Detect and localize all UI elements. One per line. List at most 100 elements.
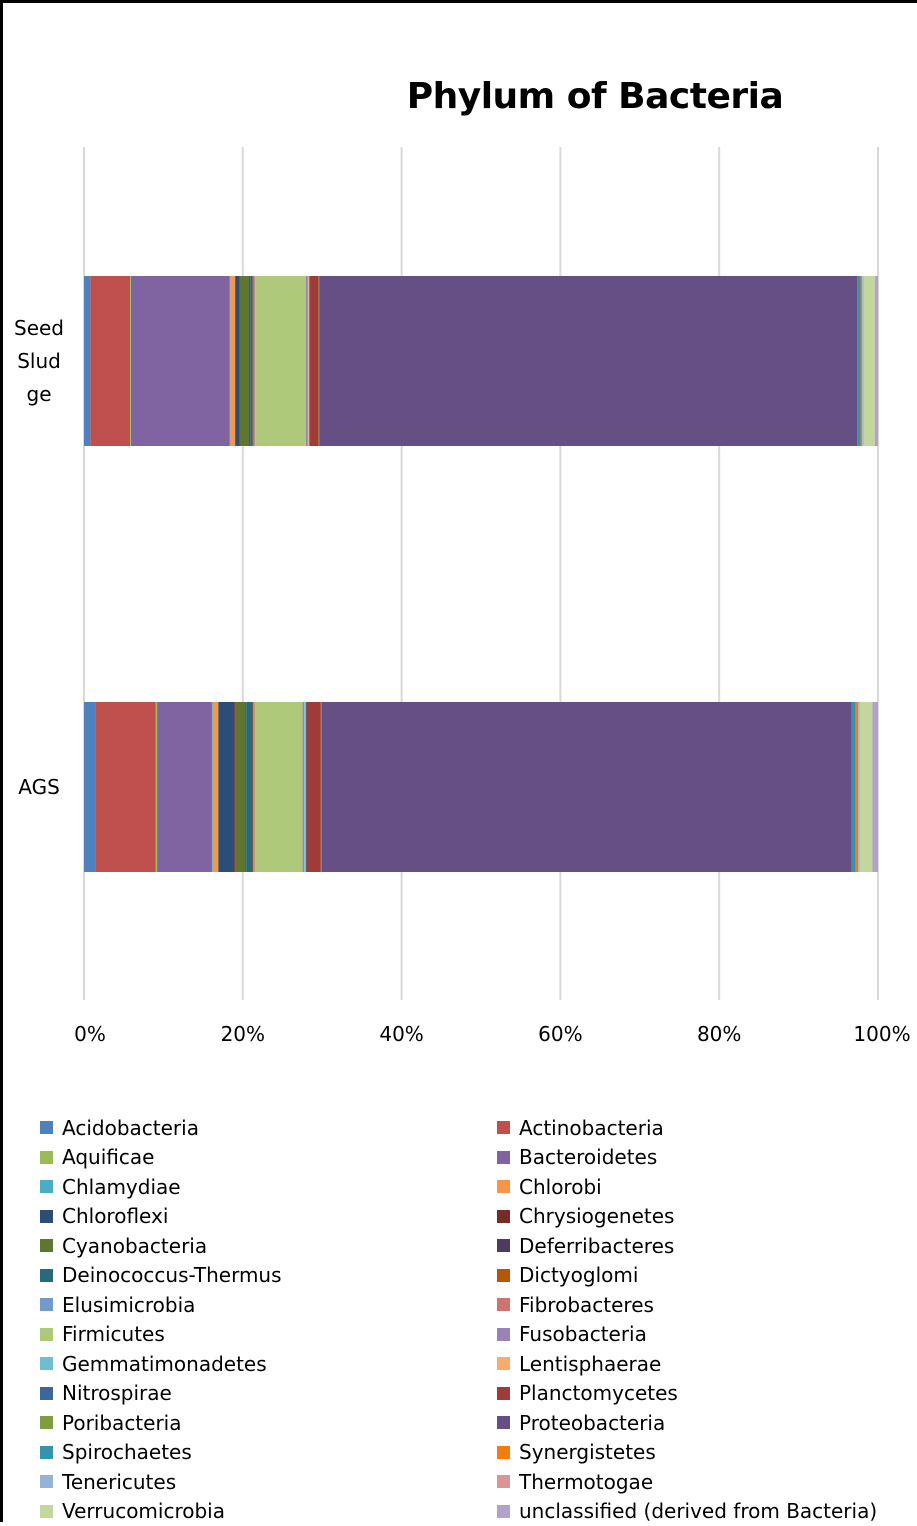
bar-ags-spirochaetes bbox=[851, 702, 856, 872]
bar-seed-sludge-synergistetes bbox=[860, 276, 863, 446]
legend-item: Nitrospirae bbox=[40, 1379, 172, 1408]
legend-label: Gemmatimonadetes bbox=[62, 1351, 267, 1376]
bar-seed-sludge-proteobacteria bbox=[319, 276, 858, 446]
legend-item: Fusobacteria bbox=[497, 1320, 647, 1349]
legend-item: Dictyoglomi bbox=[497, 1261, 638, 1290]
legend-swatch bbox=[40, 1327, 53, 1341]
bar-seed-sludge-gemmatimonadetes bbox=[307, 276, 309, 446]
legend-label: Bacteroidetes bbox=[519, 1145, 658, 1169]
x-tick-label: 20% bbox=[220, 1022, 266, 1046]
x-tick-label: 80% bbox=[696, 1022, 742, 1046]
bar-seed-sludge-fibrobacteres bbox=[254, 276, 256, 446]
bar-ags-elusimicrobia bbox=[253, 702, 255, 872]
legend-swatch bbox=[497, 1209, 510, 1223]
legend-item: Acidobacteria bbox=[40, 1113, 199, 1142]
bar-ags-aquificae bbox=[155, 702, 158, 872]
bar-seed-sludge-deinococcus-thermus bbox=[250, 276, 253, 446]
bar-seed-sludge-chrysiogenetes bbox=[239, 276, 240, 446]
plot-area bbox=[83, 147, 879, 1000]
legend-item: Chlorobi bbox=[497, 1172, 602, 1201]
bar-ags-gemmatimonadetes bbox=[304, 702, 305, 872]
legend-label: Chrysiogenetes bbox=[519, 1204, 675, 1228]
legend-label: Actinobacteria bbox=[519, 1115, 664, 1140]
legend-swatch bbox=[40, 1416, 53, 1429]
legend-item: Proteobacteria bbox=[497, 1408, 665, 1437]
bar-seed-sludge-actinobacteria bbox=[90, 276, 131, 446]
bar-ags-fusobacteria bbox=[302, 702, 305, 872]
bar-ags-proteobacteria bbox=[321, 702, 852, 872]
bar-seed-sludge-chloroflexi bbox=[235, 276, 240, 446]
bar-seed-sludge-fusobacteria bbox=[305, 276, 308, 446]
legend-swatch bbox=[40, 1239, 53, 1252]
legend-swatch bbox=[497, 1416, 510, 1429]
legend-item: Tenericutes bbox=[40, 1467, 176, 1496]
legend-label: Chloroflexi bbox=[62, 1204, 169, 1228]
legend-swatch bbox=[40, 1504, 53, 1518]
bar-ags-bacteroidetes bbox=[157, 702, 212, 872]
bar-ags-actinobacteria bbox=[95, 702, 156, 872]
bar-ags-lentisphaerae bbox=[304, 702, 306, 872]
bar-ags-tenericutes bbox=[858, 702, 859, 872]
legend-label: Firmicutes bbox=[62, 1322, 165, 1346]
bar-ags-fibrobacteres bbox=[254, 702, 255, 872]
bar-seed-sludge-spirochaetes bbox=[857, 276, 861, 446]
bar-seed-sludge-verrucomicrobia bbox=[863, 276, 875, 446]
bar-ags-firmicutes bbox=[254, 702, 303, 872]
legend-label: Aquificae bbox=[62, 1145, 155, 1169]
legend-label: unclassified (derived from Bacteria) bbox=[519, 1499, 878, 1523]
gridlines bbox=[83, 147, 879, 1000]
bar-seed-sludge-cyanobacteria bbox=[239, 276, 250, 446]
bar-ags-dictyoglomi bbox=[252, 702, 254, 872]
legend-item: Thermotogae bbox=[497, 1467, 653, 1496]
legend-item: Elusimicrobia bbox=[40, 1290, 195, 1319]
legend-swatch bbox=[497, 1298, 510, 1311]
legend-item: unclassified (derived from Bacteria) bbox=[497, 1497, 877, 1526]
legend-item: Verrucomicrobia bbox=[40, 1497, 225, 1526]
bar-ags-thermotogae bbox=[858, 702, 860, 872]
legend-label: Thermotogae bbox=[519, 1469, 654, 1494]
legend-label: Acidobacteria bbox=[62, 1115, 199, 1140]
legend-label: Proteobacteria bbox=[519, 1410, 666, 1435]
legend-item: Bacteroidetes bbox=[497, 1143, 657, 1172]
bar-ags-chlamydiae bbox=[211, 702, 213, 872]
x-tick-label: 60% bbox=[538, 1022, 583, 1046]
bar-seed-sludge-firmicutes bbox=[255, 276, 306, 446]
category-label: AGS bbox=[18, 774, 60, 799]
bar-seed-sludge-deferribacteres bbox=[249, 276, 251, 446]
bar-seed-sludge-poribacteria bbox=[318, 276, 320, 446]
legend-swatch bbox=[497, 1504, 510, 1518]
bar-ags-poribacteria bbox=[320, 702, 322, 872]
legend-swatch bbox=[40, 1445, 53, 1459]
bar-ags-verrucomicrobia bbox=[859, 702, 873, 872]
legend-label: Synergistetes bbox=[519, 1440, 656, 1464]
legend-label: Verrucomicrobia bbox=[62, 1499, 225, 1523]
legend-label: Poribacteria bbox=[62, 1410, 182, 1435]
legend-swatch bbox=[497, 1239, 510, 1252]
legend-item: Firmicutes bbox=[40, 1320, 165, 1349]
bar-seed-sludge-nitrospirae bbox=[309, 276, 310, 446]
legend-item: Gemmatimonadetes bbox=[40, 1349, 267, 1378]
legend-label: Cyanobacteria bbox=[62, 1233, 208, 1258]
legend-label: Fusobacteria bbox=[519, 1322, 647, 1346]
bar-ags-chrysiogenetes bbox=[234, 702, 236, 872]
x-tick-label: 40% bbox=[379, 1022, 424, 1046]
bar-seed-sludge-thermotogae bbox=[862, 276, 864, 446]
legend-item: Cyanobacteria bbox=[40, 1231, 207, 1260]
legend-swatch bbox=[497, 1357, 510, 1370]
bar-ags-cyanobacteria bbox=[235, 702, 246, 872]
legend-label: Chlorobi bbox=[519, 1174, 602, 1199]
legend-swatch bbox=[40, 1475, 53, 1488]
legend-item: Planctomycetes bbox=[497, 1379, 678, 1408]
legend-item: Fibrobacteres bbox=[497, 1290, 654, 1319]
legend-swatch bbox=[497, 1268, 510, 1282]
legend-item: Chrysiogenetes bbox=[497, 1202, 674, 1231]
bar-seed-sludge-unclassified-derived-from-bacteria- bbox=[874, 276, 878, 446]
bar-seed-sludge-tenericutes bbox=[862, 276, 863, 446]
bar-seed-sludge-lentisphaerae bbox=[308, 276, 310, 446]
legend-item: Lentisphaerae bbox=[497, 1349, 661, 1378]
chart-title: Phylum of Bacteria bbox=[406, 76, 784, 117]
bar-ags-deinococcus-thermus bbox=[246, 702, 253, 872]
bar-seed-sludge-planctomycetes bbox=[309, 276, 319, 446]
legend-label: Tenericutes bbox=[62, 1469, 177, 1494]
